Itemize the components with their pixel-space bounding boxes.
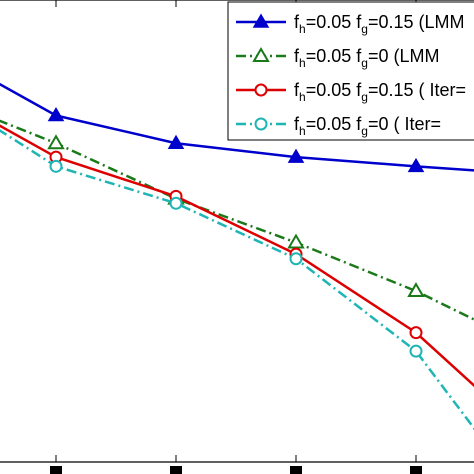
series-2-point-5 bbox=[407, 282, 425, 298]
x-tick-label-fragment-1 bbox=[50, 466, 62, 474]
series-1-point-2 bbox=[47, 107, 65, 122]
legend: fh=0.05 fg=0.15 (LMM fh=0.05 fg=0 (LMM fh=… bbox=[227, 1, 474, 141]
legend-box bbox=[227, 1, 474, 141]
x-tick-label-fragment-4 bbox=[410, 466, 422, 474]
series-1-line bbox=[0, 82, 474, 172]
series-4-point-2 bbox=[49, 159, 63, 173]
legend-entry-1: fh=0.05 fg=0.15 (LMM bbox=[236, 12, 464, 36]
series-3 bbox=[0, 124, 474, 388]
series-4 bbox=[0, 129, 474, 431]
x-tick-label-fragment-2 bbox=[170, 466, 182, 474]
series-1-point-3 bbox=[167, 134, 185, 149]
legend-marker-3 bbox=[254, 83, 268, 97]
series-4-line bbox=[0, 129, 474, 431]
legend-entry-4: fh=0.05 fg=0 ( Iter= bbox=[236, 114, 441, 138]
series-4-point-3 bbox=[169, 196, 183, 210]
series-1-point-5 bbox=[407, 157, 425, 173]
series-1 bbox=[0, 82, 474, 173]
legend-marker-1 bbox=[252, 13, 270, 28]
legend-marker-2 bbox=[252, 47, 270, 62]
legend-label-1: fh=0.05 fg=0.15 (LMM bbox=[294, 12, 464, 36]
series-1-point-4 bbox=[287, 148, 305, 163]
series-4-point-4 bbox=[289, 252, 303, 266]
legend-marker-4 bbox=[254, 117, 268, 131]
series-2-point-4 bbox=[287, 233, 305, 249]
series-3-line bbox=[0, 124, 474, 388]
legend-entry-2: fh=0.05 fg=0 (LMM bbox=[236, 46, 439, 70]
series-layer bbox=[0, 82, 474, 431]
legend-label-2: fh=0.05 fg=0 (LMM bbox=[294, 46, 439, 70]
series-2-line bbox=[0, 119, 474, 321]
legend-entry-3: fh=0.05 fg=0.15 ( Iter= bbox=[236, 80, 466, 104]
series-3-point-5 bbox=[409, 326, 423, 340]
legend-label-4: fh=0.05 fg=0 ( Iter= bbox=[294, 114, 441, 138]
legend-label-3: fh=0.05 fg=0.15 ( Iter= bbox=[294, 80, 466, 104]
x-tick-label-fragment-3 bbox=[290, 466, 302, 474]
series-4-point-5 bbox=[409, 344, 423, 358]
series-2-point-2 bbox=[47, 134, 65, 150]
